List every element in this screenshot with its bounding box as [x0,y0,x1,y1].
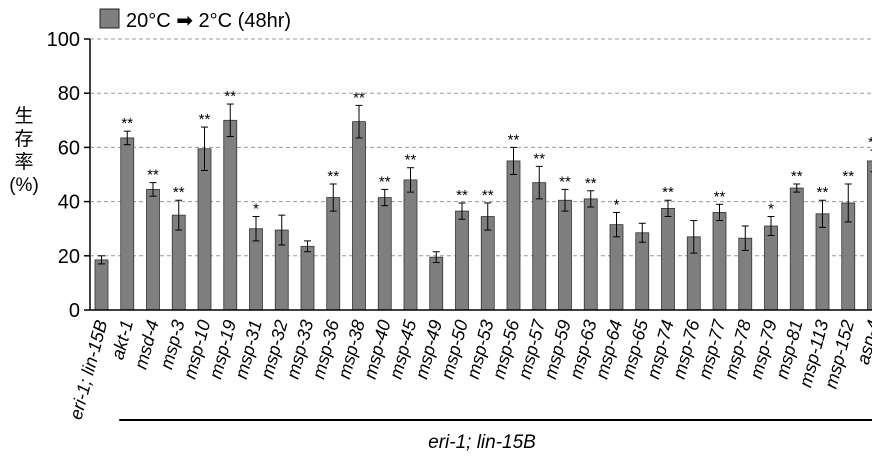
y-tick-label: 20 [58,246,80,268]
significance-label: ** [224,88,236,105]
y-axis-ticks: 0 20 40 60 80 100 [47,29,90,322]
significance-label: ** [405,152,417,169]
y-tick-label: 40 [58,192,80,214]
bar [146,189,160,311]
significance-label: ** [508,131,520,148]
bar [377,197,392,311]
y-tick-label: 100 [47,29,80,51]
legend-label: 20°C ➡ 2°C (48hr) [126,10,291,32]
significance-label: ** [327,168,339,185]
significance-labels: ********************* ******** ***** ******… [121,88,872,217]
bar [764,225,778,311]
bar [532,182,547,311]
significance-label: ** [482,187,494,204]
group-bracket: eri-1; lin-15B [119,419,872,453]
bar [635,232,650,311]
y-tick-label: 60 [58,137,80,159]
significance-label: * [614,196,620,213]
x-tick-label: eri-1; lin-15B [66,318,112,422]
bar [558,199,572,311]
axes [89,39,872,311]
bar [197,148,212,311]
y-axis-label-line: 率 [14,151,33,173]
bar [429,256,444,311]
significance-label: ** [121,115,133,132]
legend-swatch [99,8,120,29]
y-axis-label-line: 生 [14,105,33,127]
y-axis-label-line: (%) [9,175,39,196]
bar [506,160,521,311]
significance-label: ** [662,184,674,201]
bar [815,213,830,311]
bar [300,245,315,311]
bar [712,212,727,311]
significance-label: ** [379,173,391,190]
significance-label: ** [559,173,571,190]
significance-label: ** [842,168,854,185]
bar [789,187,804,311]
bar [583,198,598,311]
x-axis-labels: eri-1; lin-15Bakt-1msd-4msp-3msp-10msp-1… [66,317,872,422]
bar [94,259,109,311]
significance-label: ** [456,187,468,204]
significance-label: ** [791,168,803,185]
significance-label: ** [817,184,829,201]
significance-label: * [768,201,774,218]
significance-label: ** [199,111,211,128]
significance-label: ** [533,150,545,167]
bar [867,160,872,311]
y-tick-label: 80 [58,83,80,105]
bar [223,119,238,311]
significance-label: ** [147,167,159,184]
significance-label: ** [173,184,185,201]
bar [661,207,675,311]
group-label: eri-1; lin-15B [428,432,536,453]
bars [94,119,872,311]
significance-label: ** [714,188,726,205]
bar [352,121,366,311]
y-tick-label: 0 [69,300,80,322]
bar [403,179,418,311]
significance-label: ** [585,175,597,192]
y-axis-label-line: 存 [14,128,33,150]
bar [326,197,341,311]
significance-label: ** [868,134,872,151]
significance-label: * [253,201,259,218]
y-axis-label: 生存率(%) [9,105,39,196]
bar [120,137,135,311]
bar [455,210,469,311]
bar [609,224,624,311]
significance-label: ** [353,89,365,106]
legend: 20°C ➡ 2°C (48hr) [99,8,291,32]
